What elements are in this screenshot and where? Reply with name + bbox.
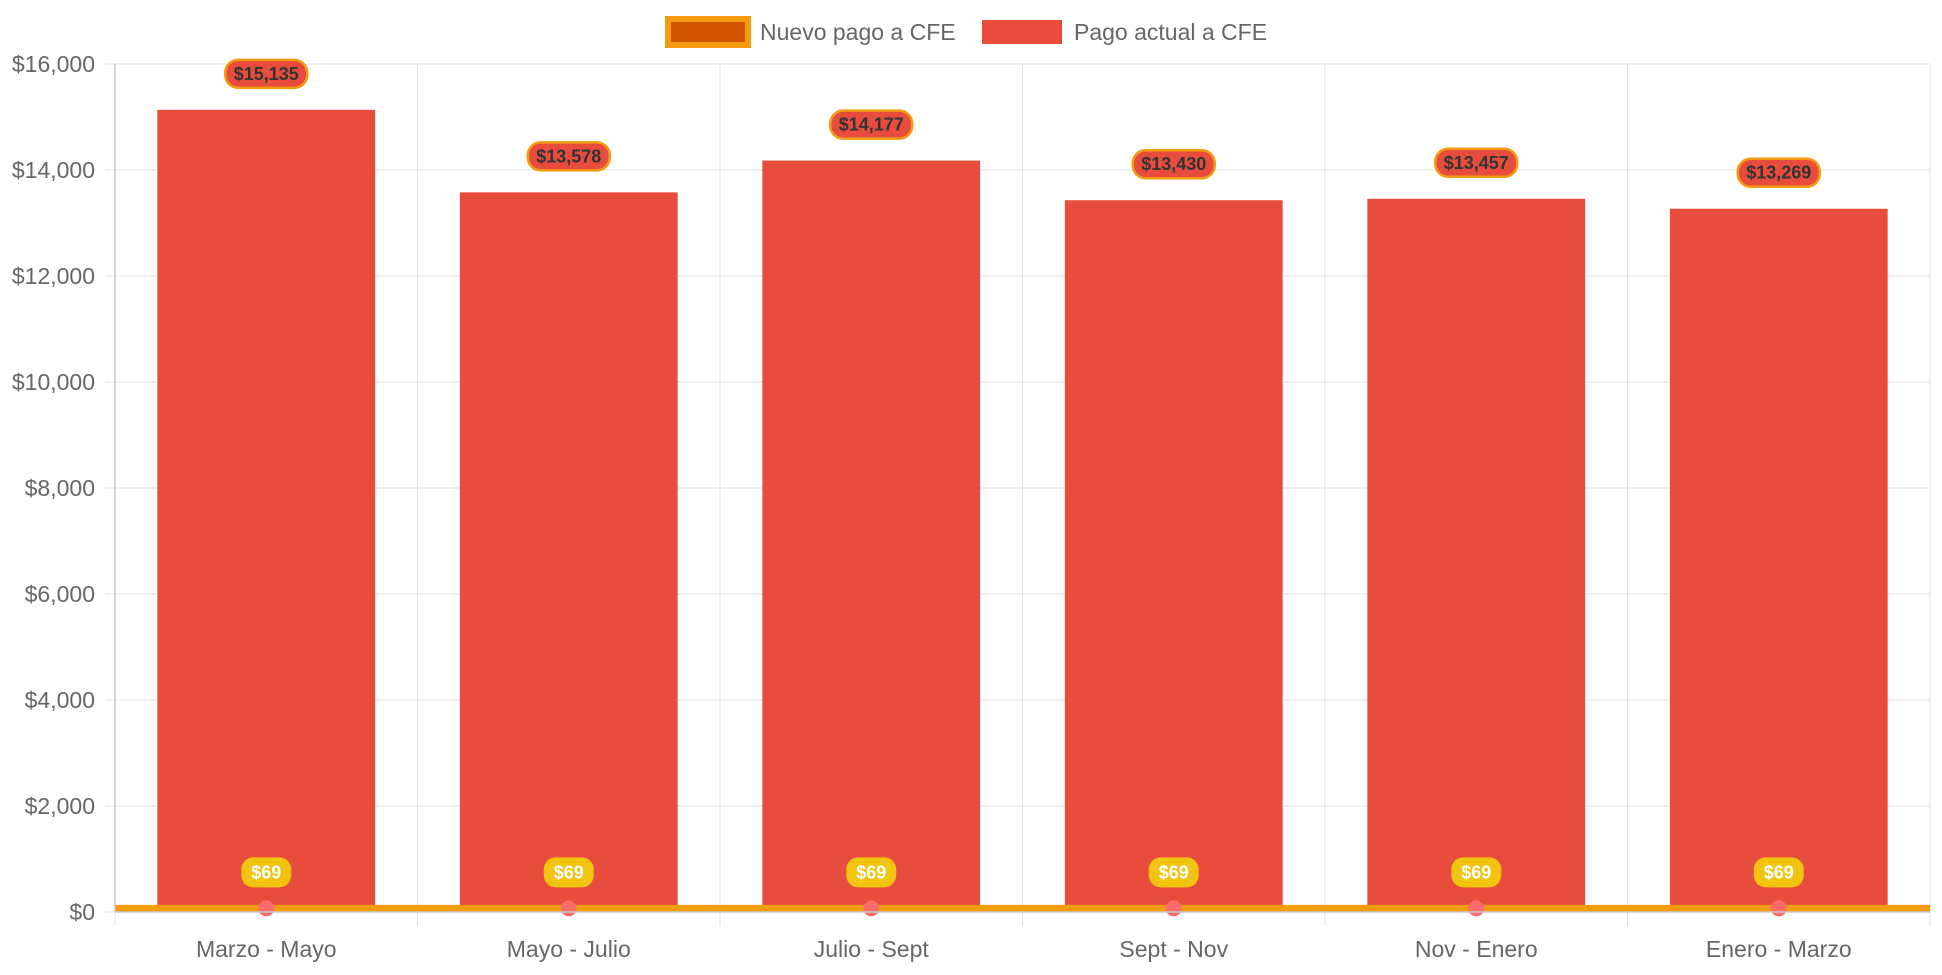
bar-value-label: $14,177 (839, 115, 904, 135)
line-label-bg (1451, 857, 1502, 888)
x-tick-label: Mayo - Julio (507, 936, 631, 962)
legend[interactable]: Nuevo pago a CFE Pago actual a CFE (665, 16, 1267, 48)
line-value-label: $69 (1764, 862, 1794, 882)
bar[interactable] (1064, 200, 1283, 912)
y-tick-label: $12,000 (12, 263, 95, 289)
line-value-label: $69 (554, 862, 584, 882)
legend-swatch-nuevo-pago[interactable] (665, 16, 751, 48)
line-label-bg (543, 857, 594, 888)
bar-value-label: $13,457 (1444, 153, 1509, 173)
line-label-bg (1753, 857, 1804, 888)
bar[interactable] (459, 192, 678, 913)
x-tick-label: Nov - Enero (1415, 936, 1538, 962)
y-tick-label: $16,000 (12, 51, 95, 77)
line-point[interactable] (1165, 900, 1182, 917)
y-tick-label: $10,000 (12, 369, 95, 395)
bar-label-bg (1434, 147, 1519, 179)
line-point[interactable] (560, 900, 577, 917)
x-tick-label: Marzo - Mayo (196, 936, 337, 962)
y-tick-label: $8,000 (25, 475, 95, 501)
grid-lines (105, 63, 1931, 926)
bar[interactable] (762, 160, 981, 912)
line-point[interactable] (258, 900, 275, 917)
bar-value-label: $13,269 (1746, 163, 1811, 183)
bar-label-bg (1736, 157, 1821, 188)
bar-label-bg (829, 109, 914, 140)
line-label-bg (1148, 857, 1199, 888)
line-point[interactable] (1468, 900, 1485, 917)
bar[interactable] (1669, 208, 1888, 913)
line-value-label: $69 (1461, 862, 1491, 882)
axes: $0 $2,000 $4,000 $6,000 $8,000 $10,000 $12,000… (12, 51, 1930, 962)
bar-value-label: $13,578 (536, 146, 601, 166)
line-value-label: $69 (251, 862, 281, 882)
legend-label-pago-actual[interactable]: Pago actual a CFE (1074, 19, 1267, 45)
bar-series (157, 109, 1888, 913)
y-tick-label: $14,000 (12, 157, 95, 183)
bar-label-bg (526, 141, 611, 172)
bar[interactable] (1367, 198, 1586, 913)
y-tick-label: $4,000 (25, 687, 95, 713)
x-tick-label: Sept - Nov (1119, 936, 1228, 962)
bar-value-label: $13,430 (1141, 154, 1206, 174)
legend-label-nuevo-pago[interactable]: Nuevo pago a CFE (760, 19, 956, 45)
bar-value-label: $15,135 (234, 64, 299, 84)
line-label-bg (241, 857, 292, 888)
y-tick-label: $6,000 (25, 581, 95, 607)
line-value-label: $69 (1159, 862, 1189, 882)
bar-label-bg (1131, 148, 1216, 180)
bar-label-bg (224, 58, 309, 90)
legend-swatch-pago-actual[interactable] (982, 20, 1062, 44)
line-value-label: $69 (856, 862, 886, 882)
line-label-bg (846, 857, 897, 888)
line-point[interactable] (863, 900, 880, 917)
y-tick-label: $0 (69, 899, 95, 925)
x-tick-label: Enero - Marzo (1706, 936, 1852, 962)
bar[interactable] (157, 109, 376, 913)
data-labels: $15,135 $13,578 $14,177 $13,430 $13,457 $13,2… (224, 58, 1821, 888)
y-tick-label: $2,000 (25, 793, 95, 819)
x-tick-label: Julio - Sept (814, 936, 930, 962)
line-point[interactable] (1770, 900, 1787, 917)
